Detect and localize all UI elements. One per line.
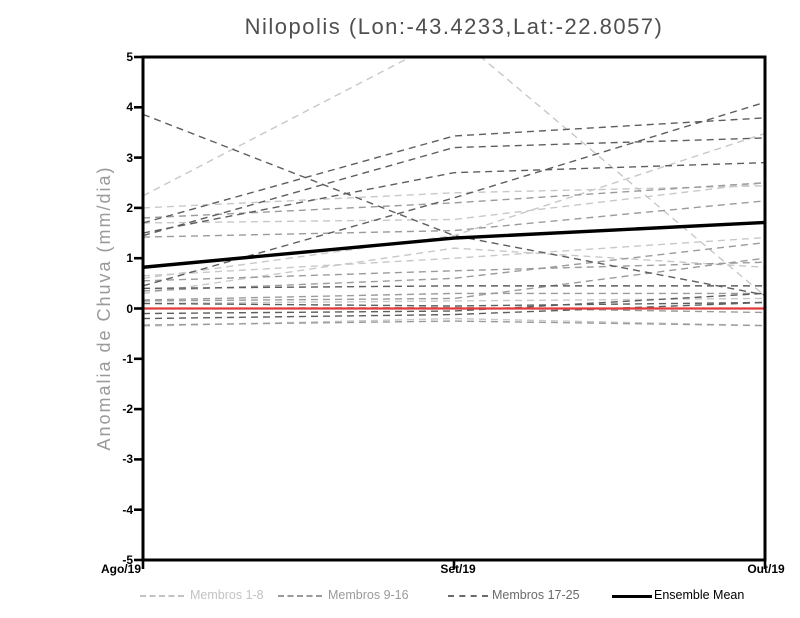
legend-label: Ensemble Mean: [654, 588, 745, 602]
x-tick-label: Set/19: [440, 562, 476, 576]
y-tick-label: 2: [126, 200, 133, 215]
member-line-g3-5: [143, 101, 765, 287]
legend-line-solid-icon: [612, 595, 652, 598]
member-line-g1-8: [143, 317, 765, 327]
member-line-g1-2: [143, 185, 765, 209]
member-line-g3-3: [143, 117, 765, 224]
member-line-g2-6: [143, 306, 765, 314]
y-tick-label: -2: [122, 402, 133, 417]
legend-line-dashed-icon: [448, 595, 488, 597]
legend-label: Membros 9-16: [328, 588, 409, 602]
y-tick-label: 5: [126, 50, 133, 64]
y-tick-label: 0: [126, 301, 133, 316]
x-tick-label: Ago/19: [100, 562, 141, 576]
member-line-g2-3: [143, 261, 765, 282]
member-line-g2-4: [143, 241, 765, 292]
ensemble-mean-line: [143, 220, 765, 269]
y-tick-label: -1: [122, 351, 133, 366]
member-line-g3-6: [143, 285, 765, 290]
y-tick-label: -3: [122, 452, 133, 467]
y-tick-label: -5: [122, 553, 133, 567]
member-line-g1-3: [143, 182, 765, 224]
member-line-g2-8: [143, 257, 765, 302]
member-line-g3-2: [143, 161, 765, 234]
y-tick-label: -4: [122, 502, 133, 517]
member-line-g2-2: [143, 200, 765, 238]
member-line-g2-5: [143, 292, 765, 301]
member-line-g1-6: [143, 247, 765, 295]
legend-label: Membros 1-8: [190, 588, 264, 602]
member-line-g1-4: [143, 236, 765, 277]
member-line-g3-1: [143, 113, 765, 296]
member-line-g2-7: [143, 320, 765, 327]
y-tick-label: 3: [126, 150, 133, 165]
member-line-g2-1: [143, 182, 765, 219]
y-tick-label: 4: [126, 100, 133, 115]
member-line-g3-7: [143, 301, 765, 307]
y-tick-label: 1: [126, 251, 133, 266]
x-tick-label: Out/19: [747, 562, 785, 576]
member-line-g1-5: [143, 132, 765, 280]
member-line-g3-8: [143, 292, 765, 315]
legend-line-dashed-icon: [278, 595, 322, 597]
chart-title: Nilopolis (Lon:-43.4233,Lat:-22.8057): [244, 14, 664, 39]
member-line-g3-4: [143, 137, 765, 237]
chart-legend: Membros 1-8 Membros 9-16 Membros 17-25 Ense…: [0, 587, 800, 607]
member-line-g3-9: [143, 301, 765, 320]
legend-line-dashed-icon: [140, 595, 184, 597]
legend-label: Membros 17-25: [492, 588, 580, 602]
